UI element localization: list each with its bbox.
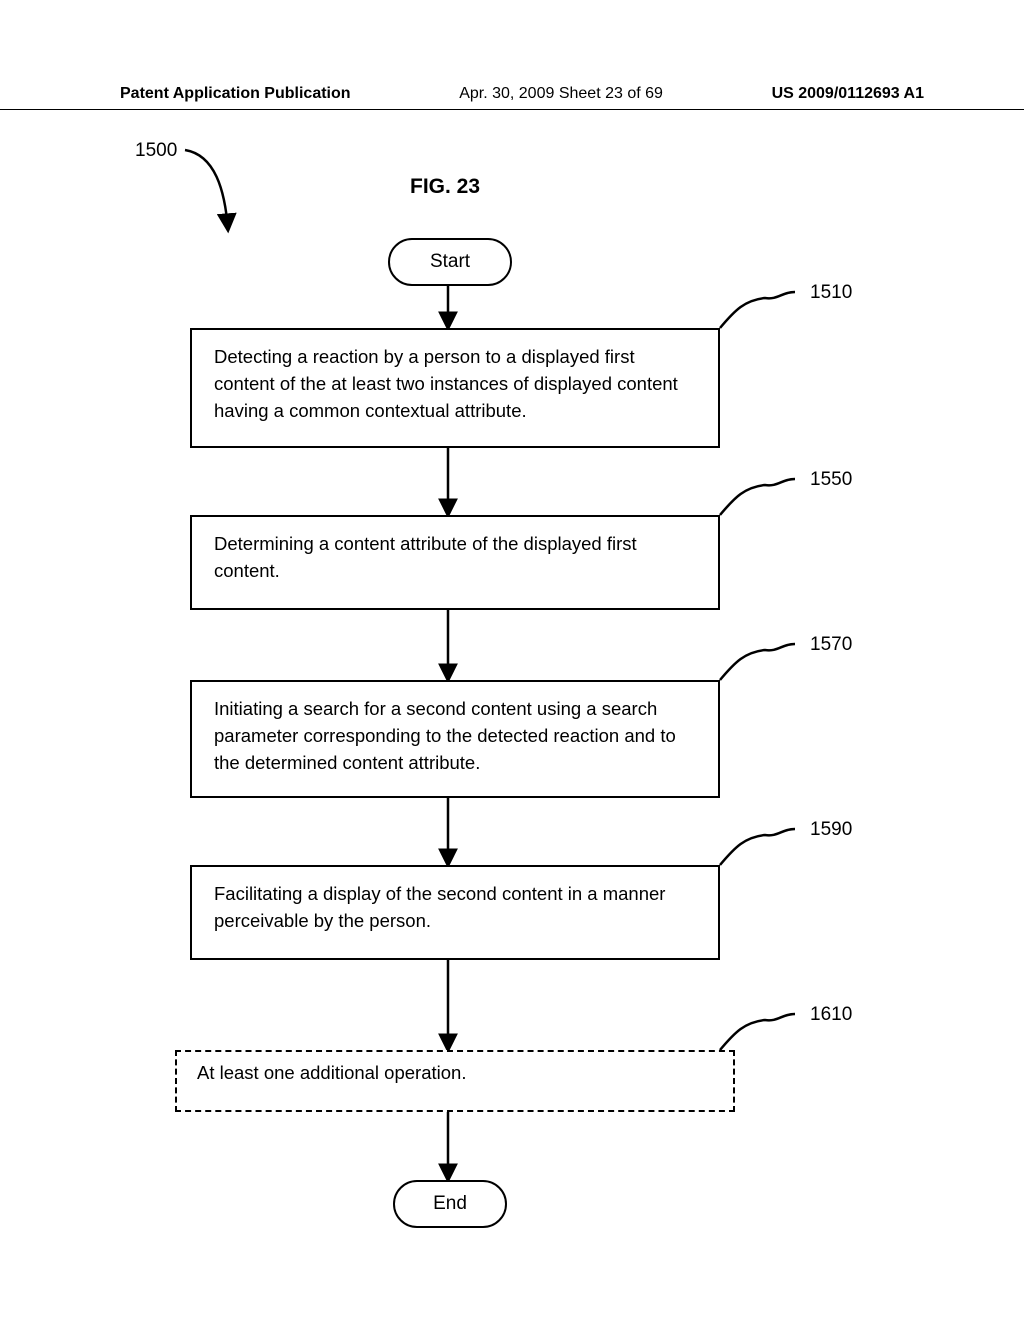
ref-main: 1500 <box>135 140 177 162</box>
ref-1590: 1590 <box>810 819 852 841</box>
step-box-1550: Determining a content attribute of the d… <box>190 515 720 610</box>
flow-connectors <box>0 0 1024 1320</box>
end-terminal: End <box>393 1180 507 1228</box>
ref-1550: 1550 <box>810 469 852 491</box>
step-box-1590: Facilitating a display of the second con… <box>190 865 720 960</box>
header-right: US 2009/0112693 A1 <box>772 85 924 103</box>
header-row: Patent Application Publication Apr. 30, … <box>0 85 1024 109</box>
ref-1510: 1510 <box>810 282 852 304</box>
header-mid: Apr. 30, 2009 Sheet 23 of 69 <box>459 85 663 103</box>
page-header: Patent Application Publication Apr. 30, … <box>0 85 1024 110</box>
ref-1570: 1570 <box>810 634 852 656</box>
step-box-1510: Detecting a reaction by a person to a di… <box>190 328 720 448</box>
figure-title: FIG. 23 <box>410 175 480 199</box>
step-box-1570: Initiating a search for a second content… <box>190 680 720 798</box>
ref-1610: 1610 <box>810 1004 852 1026</box>
start-terminal: Start <box>388 238 512 286</box>
step-box-1610: At least one additional operation. <box>175 1050 735 1112</box>
page: Patent Application Publication Apr. 30, … <box>0 0 1024 1320</box>
header-left: Patent Application Publication <box>120 85 351 103</box>
